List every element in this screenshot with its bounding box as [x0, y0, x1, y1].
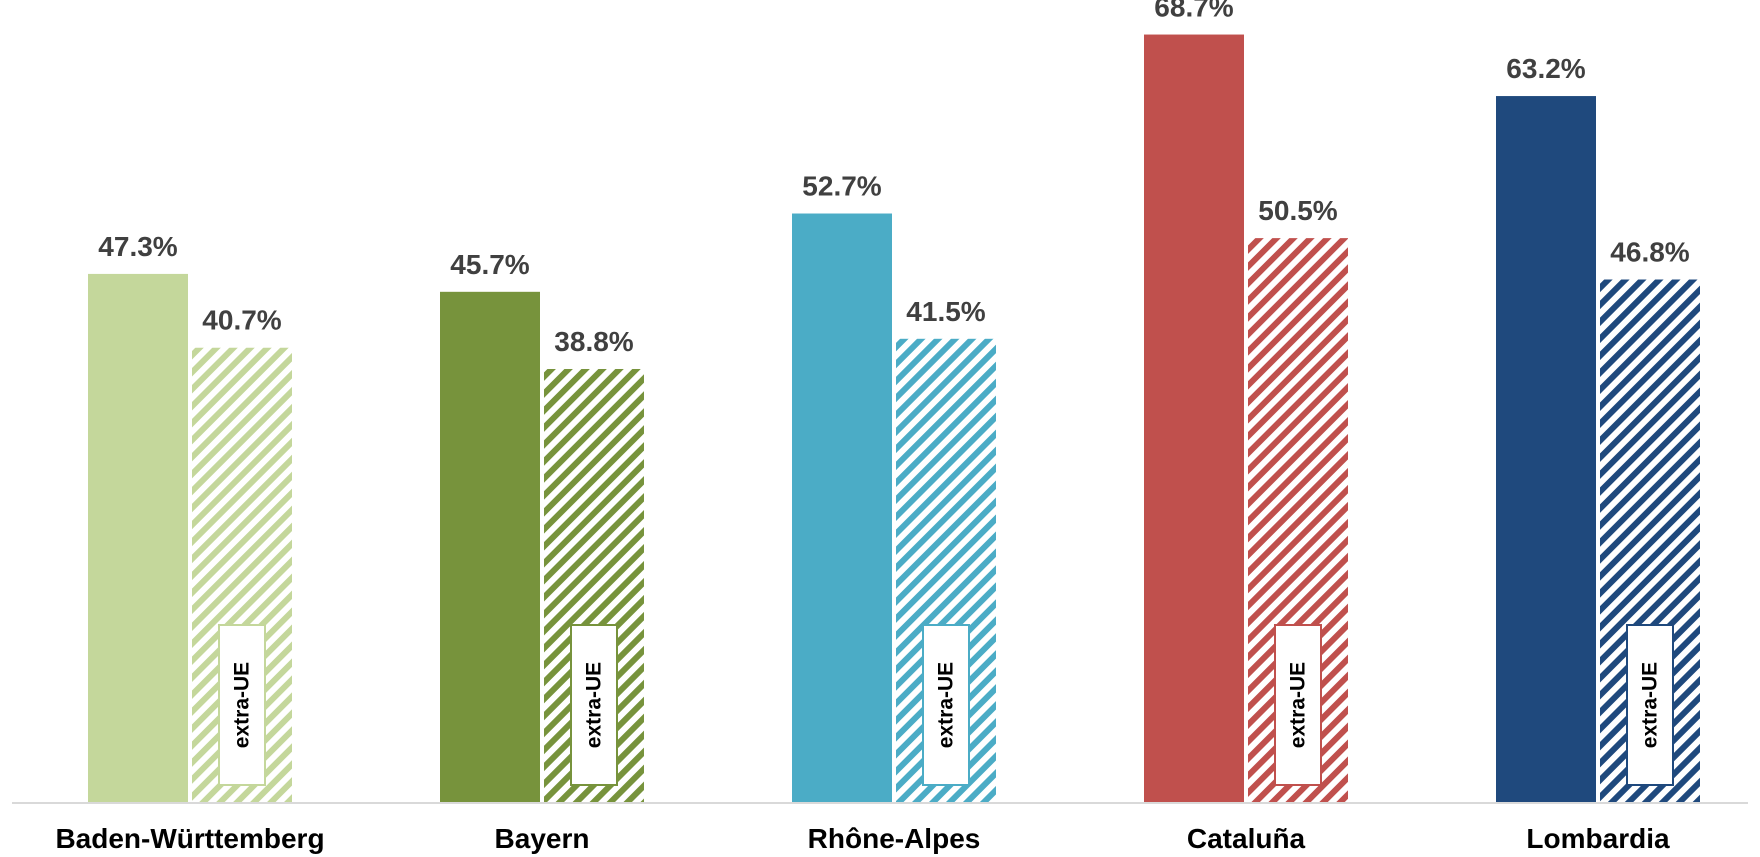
category-label: Lombardia: [1526, 823, 1670, 854]
data-label: 68.7%: [1154, 0, 1233, 23]
data-label: 52.7%: [802, 171, 881, 202]
data-label: 38.8%: [554, 326, 633, 357]
data-label: 46.8%: [1610, 237, 1689, 268]
data-label: 63.2%: [1506, 53, 1585, 84]
labels-layer: 47.3% 40.7% extra-UE Baden-Württemberg 45.7%…: [55, 0, 1689, 854]
data-label: 45.7%: [450, 249, 529, 280]
bar-total: [792, 213, 892, 803]
bar-total: [440, 291, 540, 803]
extra-ue-tag-box: [922, 624, 970, 786]
extra-ue-tag-box: [218, 624, 266, 786]
data-label: 47.3%: [98, 231, 177, 262]
bar-total: [88, 273, 188, 803]
data-label: 50.5%: [1258, 195, 1337, 226]
bar-total: [1496, 96, 1596, 803]
category-label: Cataluña: [1187, 823, 1306, 854]
extra-ue-tag-label: extra-UE: [935, 662, 958, 748]
category-label: Bayern: [495, 823, 590, 854]
extra-ue-tag-box: [570, 624, 618, 786]
category-label: Baden-Württemberg: [55, 823, 324, 854]
category-label: Rhône-Alpes: [808, 823, 981, 854]
extra-ue-tag-label: extra-UE: [231, 662, 254, 748]
bars-layer: [88, 34, 1700, 804]
data-label: 41.5%: [906, 296, 985, 327]
bar-total: [1144, 34, 1244, 803]
extra-ue-tag-label: extra-UE: [1639, 662, 1662, 748]
extra-ue-tag-box: [1626, 624, 1674, 786]
data-label: 40.7%: [202, 305, 281, 336]
extra-ue-tag-label: extra-UE: [1287, 662, 1310, 748]
extra-ue-tag-label: extra-UE: [583, 662, 606, 748]
extra-ue-tag-box: [1274, 624, 1322, 786]
